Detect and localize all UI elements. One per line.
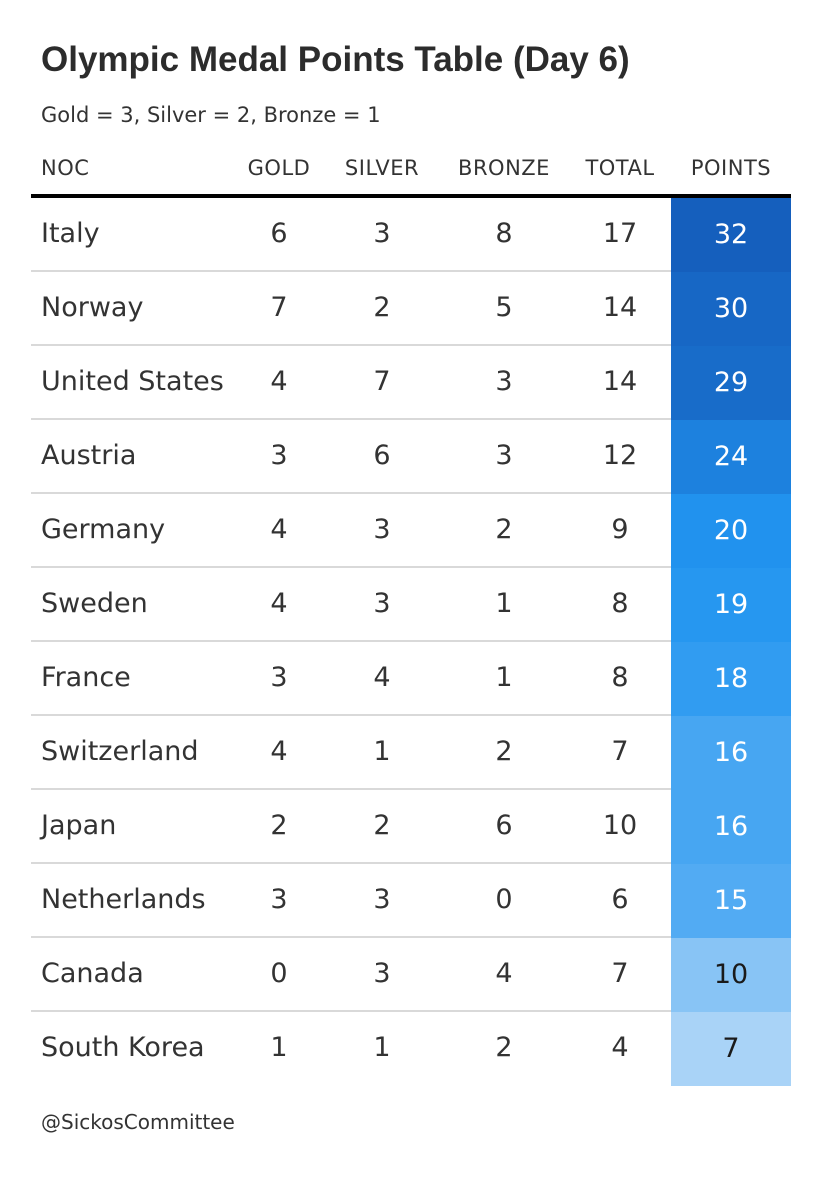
table-row: Japan 2 2 6 10 16 bbox=[31, 790, 791, 864]
column-header-gold: GOLD bbox=[247, 156, 311, 180]
chart-subtitle: Gold = 3, Silver = 2, Bronze = 1 bbox=[41, 103, 381, 127]
bronze-cell: 0 bbox=[495, 884, 513, 915]
points-cell: 10 bbox=[671, 938, 791, 1012]
gold-cell: 4 bbox=[270, 514, 288, 545]
silver-cell: 3 bbox=[373, 958, 391, 989]
noc-cell: Switzerland bbox=[41, 736, 199, 767]
noc-cell: Netherlands bbox=[41, 884, 206, 915]
table-row: Netherlands 3 3 0 6 15 bbox=[31, 864, 791, 938]
table-row: Norway 7 2 5 14 30 bbox=[31, 272, 791, 346]
chart-title: Olympic Medal Points Table (Day 6) bbox=[41, 40, 630, 79]
points-cell: 15 bbox=[671, 864, 791, 938]
gold-cell: 2 bbox=[270, 810, 288, 841]
points-cell: 30 bbox=[671, 272, 791, 346]
total-cell: 7 bbox=[611, 958, 629, 989]
noc-cell: United States bbox=[41, 366, 224, 397]
noc-cell: Austria bbox=[41, 440, 137, 471]
bronze-cell: 3 bbox=[495, 366, 513, 397]
silver-cell: 2 bbox=[373, 292, 391, 323]
points-cell: 24 bbox=[671, 420, 791, 494]
total-cell: 14 bbox=[602, 292, 638, 323]
gold-cell: 3 bbox=[270, 440, 288, 471]
gold-cell: 4 bbox=[270, 366, 288, 397]
gold-cell: 7 bbox=[270, 292, 288, 323]
table-row: United States 4 7 3 14 29 bbox=[31, 346, 791, 420]
silver-cell: 4 bbox=[373, 662, 391, 693]
points-cell: 20 bbox=[671, 494, 791, 568]
column-header-silver: SILVER bbox=[344, 156, 420, 180]
table-row: Austria 3 6 3 12 24 bbox=[31, 420, 791, 494]
gold-cell: 1 bbox=[270, 1032, 288, 1063]
column-header-points: POINTS bbox=[690, 156, 772, 180]
gold-cell: 0 bbox=[270, 958, 288, 989]
points-cell: 19 bbox=[671, 568, 791, 642]
credit-handle: @SickosCommittee bbox=[41, 1110, 235, 1134]
gold-cell: 3 bbox=[270, 662, 288, 693]
gold-cell: 3 bbox=[270, 884, 288, 915]
column-header-total: TOTAL bbox=[585, 156, 655, 180]
total-cell: 12 bbox=[602, 440, 638, 471]
table-header: NOC GOLD SILVER BRONZE TOTAL POINTS bbox=[31, 146, 791, 198]
table-row: Italy 6 3 8 17 32 bbox=[31, 198, 791, 272]
points-cell: 29 bbox=[671, 346, 791, 420]
silver-cell: 3 bbox=[373, 588, 391, 619]
noc-cell: South Korea bbox=[41, 1032, 205, 1063]
bronze-cell: 2 bbox=[495, 514, 513, 545]
total-cell: 6 bbox=[611, 884, 629, 915]
medal-table: NOC GOLD SILVER BRONZE TOTAL POINTS Ital… bbox=[31, 146, 791, 1086]
bronze-cell: 1 bbox=[495, 662, 513, 693]
column-header-noc: NOC bbox=[41, 156, 90, 180]
noc-cell: Japan bbox=[41, 810, 117, 841]
gold-cell: 4 bbox=[270, 736, 288, 767]
silver-cell: 2 bbox=[373, 810, 391, 841]
table-row: Switzerland 4 1 2 7 16 bbox=[31, 716, 791, 790]
noc-cell: Germany bbox=[41, 514, 166, 545]
bronze-cell: 2 bbox=[495, 736, 513, 767]
noc-cell: Italy bbox=[41, 218, 100, 249]
noc-cell: France bbox=[41, 662, 131, 693]
gold-cell: 6 bbox=[270, 218, 288, 249]
bronze-cell: 3 bbox=[495, 440, 513, 471]
bronze-cell: 4 bbox=[495, 958, 513, 989]
bronze-cell: 2 bbox=[495, 1032, 513, 1063]
points-cell: 16 bbox=[671, 716, 791, 790]
total-cell: 9 bbox=[611, 514, 629, 545]
silver-cell: 1 bbox=[373, 1032, 391, 1063]
total-cell: 8 bbox=[611, 662, 629, 693]
table-row: South Korea 1 1 2 4 7 bbox=[31, 1012, 791, 1086]
table-row: Germany 4 3 2 9 20 bbox=[31, 494, 791, 568]
total-cell: 17 bbox=[602, 218, 638, 249]
bronze-cell: 5 bbox=[495, 292, 513, 323]
table-row: France 3 4 1 8 18 bbox=[31, 642, 791, 716]
silver-cell: 1 bbox=[373, 736, 391, 767]
points-cell: 7 bbox=[671, 1012, 791, 1086]
table-body: Italy 6 3 8 17 32 Norway 7 2 5 14 30 United States 4 7… bbox=[31, 198, 791, 1086]
table-row: Sweden 4 3 1 8 19 bbox=[31, 568, 791, 642]
bronze-cell: 6 bbox=[495, 810, 513, 841]
column-header-bronze: BRONZE bbox=[458, 156, 550, 180]
silver-cell: 6 bbox=[373, 440, 391, 471]
total-cell: 10 bbox=[602, 810, 638, 841]
silver-cell: 3 bbox=[373, 218, 391, 249]
noc-cell: Norway bbox=[41, 292, 144, 323]
table-row: Canada 0 3 4 7 10 bbox=[31, 938, 791, 1012]
silver-cell: 3 bbox=[373, 514, 391, 545]
total-cell: 8 bbox=[611, 588, 629, 619]
noc-cell: Canada bbox=[41, 958, 144, 989]
total-cell: 4 bbox=[611, 1032, 629, 1063]
points-cell: 32 bbox=[671, 198, 791, 272]
points-cell: 16 bbox=[671, 790, 791, 864]
gold-cell: 4 bbox=[270, 588, 288, 619]
bronze-cell: 1 bbox=[495, 588, 513, 619]
total-cell: 14 bbox=[602, 366, 638, 397]
silver-cell: 3 bbox=[373, 884, 391, 915]
silver-cell: 7 bbox=[373, 366, 391, 397]
noc-cell: Sweden bbox=[41, 588, 148, 619]
total-cell: 7 bbox=[611, 736, 629, 767]
points-cell: 18 bbox=[671, 642, 791, 716]
bronze-cell: 8 bbox=[495, 218, 513, 249]
